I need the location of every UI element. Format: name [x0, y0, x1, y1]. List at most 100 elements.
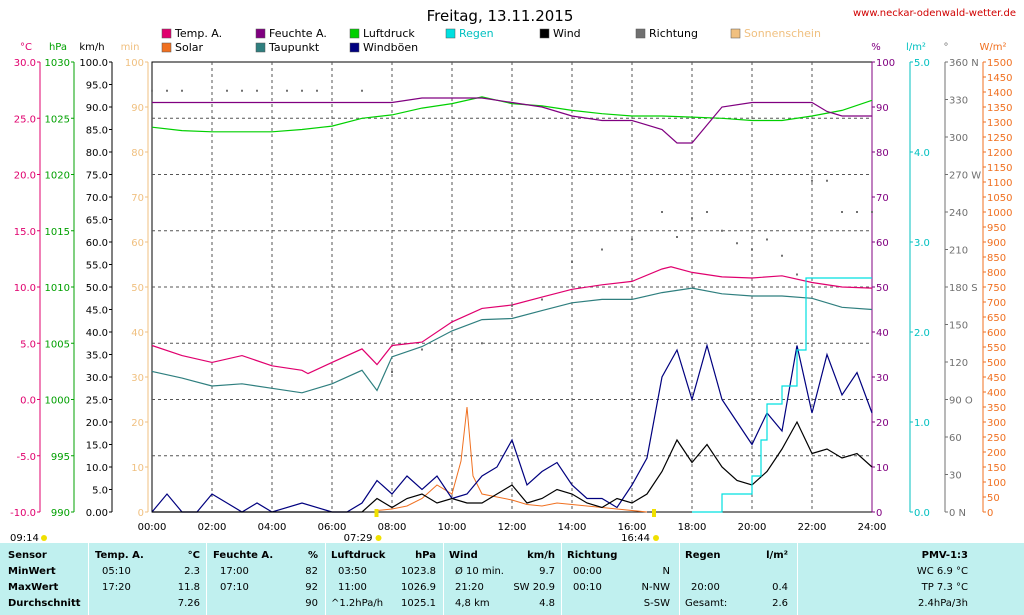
- direction-tick-label: 210: [949, 246, 968, 257]
- time-tick-label: 16:00: [618, 522, 647, 533]
- legend-label: Solar: [175, 41, 204, 54]
- pressure-tick-label: 1000: [45, 396, 70, 407]
- max-humidity-value: 92: [305, 582, 318, 593]
- wind-tick-label: 55.0: [86, 261, 108, 272]
- direction-point: [751, 248, 753, 251]
- direction-tick-label: 60: [949, 433, 962, 444]
- direction-point: [736, 242, 738, 245]
- wind-tick-label: 25.0: [86, 396, 108, 407]
- sun-markers: 07:29 16:44 09:14: [10, 509, 659, 543]
- max-pressure-time: 11:00: [338, 582, 367, 593]
- direction-point: [301, 89, 303, 92]
- min-temp-time: 05:10: [102, 566, 131, 577]
- solar-tick-label: 50: [987, 493, 1000, 504]
- legend-label: Luftdruck: [363, 27, 415, 40]
- direction-point: [601, 248, 603, 251]
- legend-label: Sonnenschein: [744, 27, 821, 40]
- solar-tick-label: 700: [987, 298, 1006, 309]
- solar-tick-label: 1100: [987, 178, 1012, 189]
- direction-point: [676, 236, 678, 238]
- solar-tick-label: 1250: [987, 133, 1012, 144]
- humidity-series-line: [152, 97, 872, 144]
- direction-tick-label: 30: [949, 471, 962, 482]
- plot-grid: [152, 62, 872, 512]
- direction-point: [316, 89, 318, 92]
- solar-tick-label: 100: [987, 478, 1006, 489]
- temp-tick-label: 30.0: [14, 58, 36, 69]
- min-humidity-value: 82: [305, 566, 318, 577]
- axis-unit-label: l/m²: [906, 42, 926, 53]
- solar-tick-label: 1000: [987, 208, 1012, 219]
- humidity-tick-label: 40: [876, 328, 889, 339]
- max-temp-time: 17:20: [102, 582, 131, 593]
- minutes-tick-label: 0: [138, 508, 144, 519]
- max-wind-value: SW 20.9: [513, 582, 555, 593]
- solar-tick-label: 450: [987, 373, 1006, 384]
- axis-unit-label: °C: [20, 42, 32, 53]
- direction-point: [811, 179, 813, 182]
- min-wind-label: Ø 10 min.: [455, 566, 504, 577]
- avg-pressure-value: 1025.1: [401, 598, 436, 609]
- direction-point: [181, 89, 183, 92]
- dewpoint-series-line: [151, 287, 873, 394]
- max-humidity-time: 07:10: [220, 582, 249, 593]
- pressure-tick-label: 995: [51, 452, 70, 463]
- time-tick-label: 00:00: [138, 522, 167, 533]
- wind-tick-label: 10.0: [86, 463, 108, 474]
- sunrise-time: 07:29: [344, 533, 373, 543]
- chart-legend: Temp. A.Solar Feuchte A.Taupunkt Luftdruck…: [161, 27, 821, 54]
- solar-tick-label: 150: [987, 463, 1006, 474]
- solar-tick-label: 250: [987, 433, 1006, 444]
- axis-unit-label: W/m²: [979, 42, 1006, 53]
- direction-point: [631, 238, 633, 241]
- avg-temp-value: 7.26: [177, 598, 200, 609]
- solar-tick-label: 1300: [987, 118, 1012, 129]
- direction-tick-label: 90 O: [949, 396, 973, 407]
- direction-point: [661, 211, 663, 213]
- humidity-tick-label: 70: [876, 193, 889, 204]
- value-axes: 30.025.020.015.010.05.00.0-5.0-10.010301…: [10, 58, 1012, 519]
- humidity-tick-label: 90: [876, 103, 889, 114]
- data-series: [151, 89, 873, 513]
- direction-point: [856, 211, 858, 213]
- solar-tick-label: 750: [987, 283, 1006, 294]
- direction-tick-label: 240: [949, 208, 968, 219]
- wind-tick-label: 90.0: [86, 103, 108, 114]
- direction-tick-label: 120: [949, 358, 968, 369]
- table-header-humidity: Feuchte A.: [213, 550, 274, 561]
- minutes-tick-label: 80: [131, 148, 144, 159]
- minutes-tick-label: 40: [131, 328, 144, 339]
- direction-tick-label: 180 S: [949, 283, 978, 294]
- pressure-tick-label: 1015: [45, 227, 70, 238]
- solar-tick-label: 950: [987, 223, 1006, 234]
- pressure-tick-label: 1005: [45, 339, 70, 350]
- table-header-humidity-unit: %: [307, 550, 318, 561]
- solar-tick-label: 400: [987, 388, 1006, 399]
- humidity-tick-label: 60: [876, 238, 889, 249]
- wind-tick-label: 65.0: [86, 216, 108, 227]
- time-tick-label: 10:00: [438, 522, 467, 533]
- rain-tick-label: 2.0: [914, 328, 930, 339]
- wind-tick-label: 70.0: [86, 193, 108, 204]
- axis-unit-headers: °C hPa km/h min% l/m² ° W/m²: [20, 42, 1007, 53]
- solar-tick-label: 650: [987, 313, 1006, 324]
- pmv-pressure-trend: 2.4hPa/3h: [917, 598, 968, 609]
- legend-swatch: [255, 28, 266, 39]
- sunset-sun-icon: [653, 535, 659, 541]
- weather-chart: Freitag, 13.11.2015 www.neckar-odenwald-…: [10, 7, 1016, 543]
- legend-swatch: [539, 28, 550, 39]
- avg-wind-value: 4.8: [539, 598, 555, 609]
- direction-tick-label: 330: [949, 96, 968, 107]
- rain-tick-label: 4.0: [914, 148, 930, 159]
- direction-tick-label: 270 W: [949, 171, 981, 182]
- legend-swatch: [161, 28, 172, 39]
- solar-tick-label: 800: [987, 268, 1006, 279]
- solar-tick-label: 850: [987, 253, 1006, 264]
- solar-tick-label: 1500: [987, 58, 1012, 69]
- wind-tick-label: 30.0: [86, 373, 108, 384]
- wind-tick-label: 85.0: [86, 126, 108, 137]
- humidity-tick-label: 50: [876, 283, 889, 294]
- wind-tick-label: 80.0: [86, 148, 108, 159]
- time-tick-label: 24:00: [858, 522, 887, 533]
- statistics-table: [0, 543, 1024, 615]
